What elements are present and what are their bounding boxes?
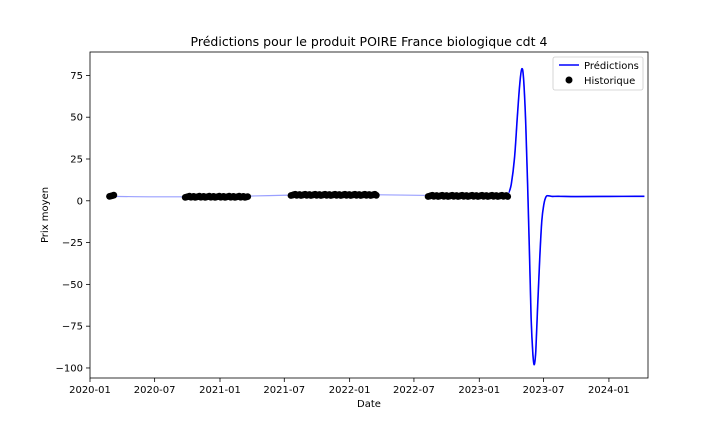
- legend-label-historique: Historique: [584, 76, 635, 87]
- historique-point: [110, 191, 118, 199]
- x-tick-label: 2020-01: [69, 385, 111, 396]
- y-tick-label: 25: [70, 154, 83, 165]
- y-tick-label: −75: [62, 322, 83, 333]
- legend-label-predictions: Prédictions: [584, 60, 639, 72]
- y-tick-label: 0: [77, 196, 83, 207]
- historique-point: [372, 191, 380, 199]
- x-tick-label: 2024-01: [588, 385, 630, 396]
- plot-frame: [89, 51, 649, 379]
- x-tick-label: 2021-07: [263, 385, 305, 396]
- x-axis-label: Date: [357, 399, 381, 410]
- x-tick-label: 2022-07: [393, 385, 435, 396]
- y-tick-label: 75: [70, 71, 83, 82]
- plot-area: [89, 51, 649, 379]
- legend-swatch-historique: [565, 76, 573, 84]
- y-tick-label: −50: [62, 280, 83, 291]
- chart-title: Prédictions pour le produit POIRE France…: [191, 34, 548, 49]
- historique-point: [244, 193, 252, 201]
- x-tick-label: 2022-01: [329, 385, 371, 396]
- x-tick-label: 2020-07: [134, 385, 176, 396]
- x-axis: 2020-01 2020-07 2021-01 2021-07 2022-01 2022-…: [69, 378, 630, 396]
- x-tick-label: 2023-01: [458, 385, 500, 396]
- predictions-line-faint: [111, 68, 645, 366]
- y-tick-label: −25: [62, 238, 83, 249]
- y-tick-label: 50: [70, 113, 83, 124]
- legend: Prédictions Historique: [552, 56, 644, 91]
- y-axis: 75 50 25 0 −25 −50 −75 −100: [56, 71, 90, 374]
- y-tick-label: −100: [56, 363, 83, 374]
- historique-point: [504, 193, 512, 200]
- x-tick-label: 2023-07: [523, 385, 565, 396]
- x-tick-label: 2021-01: [199, 385, 241, 396]
- predictions-line: [508, 67, 645, 366]
- y-axis-label: Prix moyen: [40, 187, 51, 243]
